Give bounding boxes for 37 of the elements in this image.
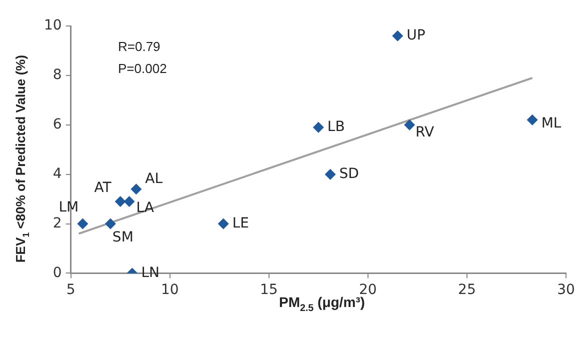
y-tick-label: 0 [52,264,62,281]
data-label: AL [145,170,163,187]
data-label: SD [339,166,359,182]
data-label: LE [232,215,249,232]
annotation: P=0.002 [118,60,167,78]
data-label: UP [406,28,426,44]
data-label: LM [58,199,79,216]
point [404,119,416,130]
x-tick-label: 15 [260,282,278,298]
y-tick-label: 2 [52,215,62,232]
data-label: LA [136,200,154,216]
point [312,122,324,133]
x-tick-label: 30 [557,282,575,298]
data-label: LB [327,118,345,135]
data-label: LN [141,264,160,281]
x-tick-label: 10 [160,282,179,298]
point [324,168,336,180]
point [526,114,538,126]
point [130,184,142,195]
data-label: SM [112,229,134,246]
x-tick-label: 5 [66,282,76,298]
x-tick-label: 25 [458,282,476,298]
point [77,218,88,230]
data-label: ML [541,116,562,132]
y-tick-label: 4 [52,166,62,182]
point [218,218,229,230]
point [104,218,116,230]
data-label: RV [416,124,434,141]
x-axis-title: PM$_{2.5}$ (μg/m³) [279,294,365,314]
point [124,196,135,208]
y-tick-label: 8 [52,67,62,84]
y-tick-label: 6 [52,116,62,133]
annotation: R=0.79 [118,38,162,56]
point [392,30,404,42]
y-tick-label: 10 [44,18,62,34]
data-label: AT [94,180,112,196]
point [114,196,126,208]
